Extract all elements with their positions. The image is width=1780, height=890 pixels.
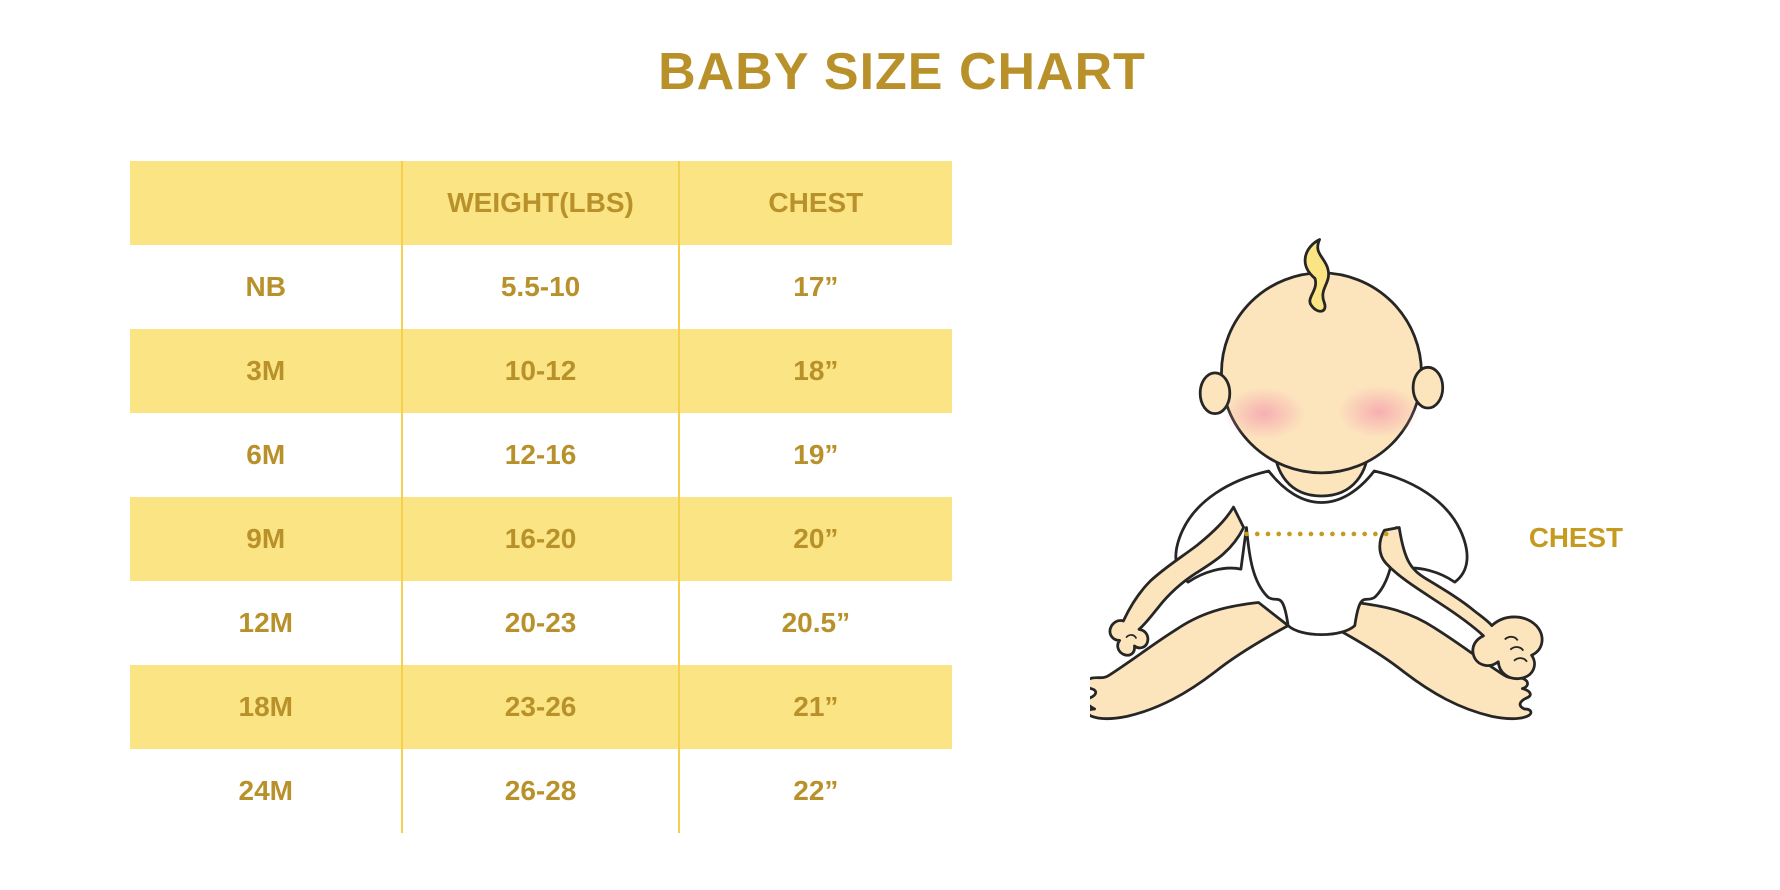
svg-text:CHEST: CHEST — [1529, 522, 1623, 553]
